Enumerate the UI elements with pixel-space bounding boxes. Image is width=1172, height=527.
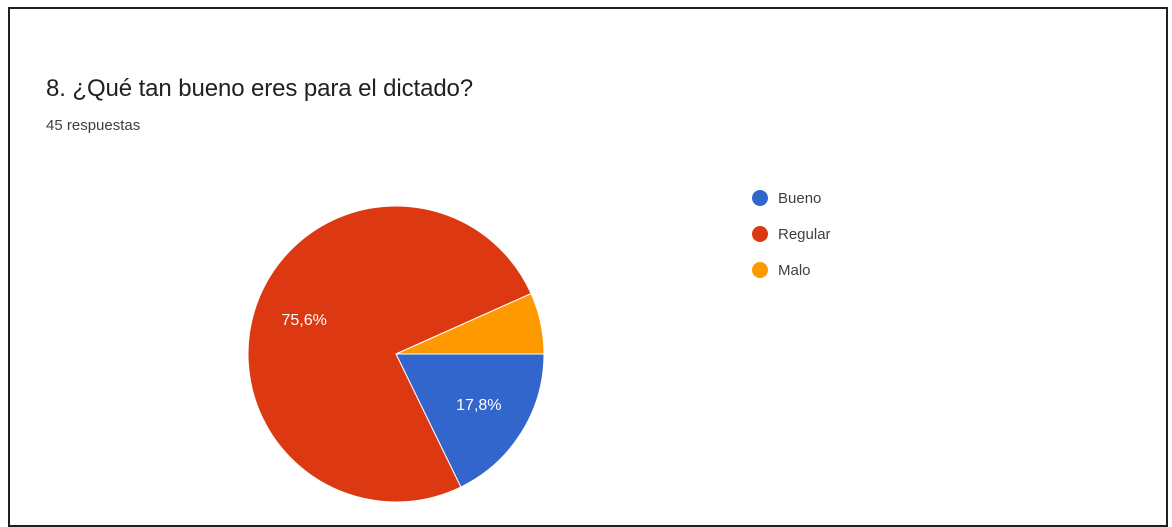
legend-item-regular[interactable]: Regular — [752, 224, 831, 244]
chart-legend: Bueno Regular Malo — [752, 188, 831, 280]
pie-slice-malo[interactable] — [395, 292, 545, 355]
chart-title: 8. ¿Qué tan bueno eres para el dictado? — [46, 75, 474, 102]
response-count: 45 respuestas — [46, 117, 141, 134]
pie-slice-bueno[interactable] — [395, 353, 545, 488]
legend-item-bueno[interactable]: Bueno — [752, 188, 831, 208]
legend-item-malo[interactable]: Malo — [752, 260, 831, 280]
legend-label-regular: Regular — [778, 225, 831, 243]
legend-swatch-malo — [752, 262, 768, 278]
legend-label-malo: Malo — [778, 261, 811, 279]
chart-card: 8. ¿Qué tan bueno eres para el dictado? … — [8, 7, 1168, 527]
legend-label-bueno: Bueno — [778, 189, 822, 207]
slice-label-regular: 75,6% — [282, 312, 327, 329]
slice-label-bueno: 17,8% — [456, 397, 501, 414]
legend-swatch-bueno — [752, 190, 768, 206]
legend-swatch-regular — [752, 226, 768, 242]
pie-slice-regular[interactable] — [247, 205, 532, 503]
